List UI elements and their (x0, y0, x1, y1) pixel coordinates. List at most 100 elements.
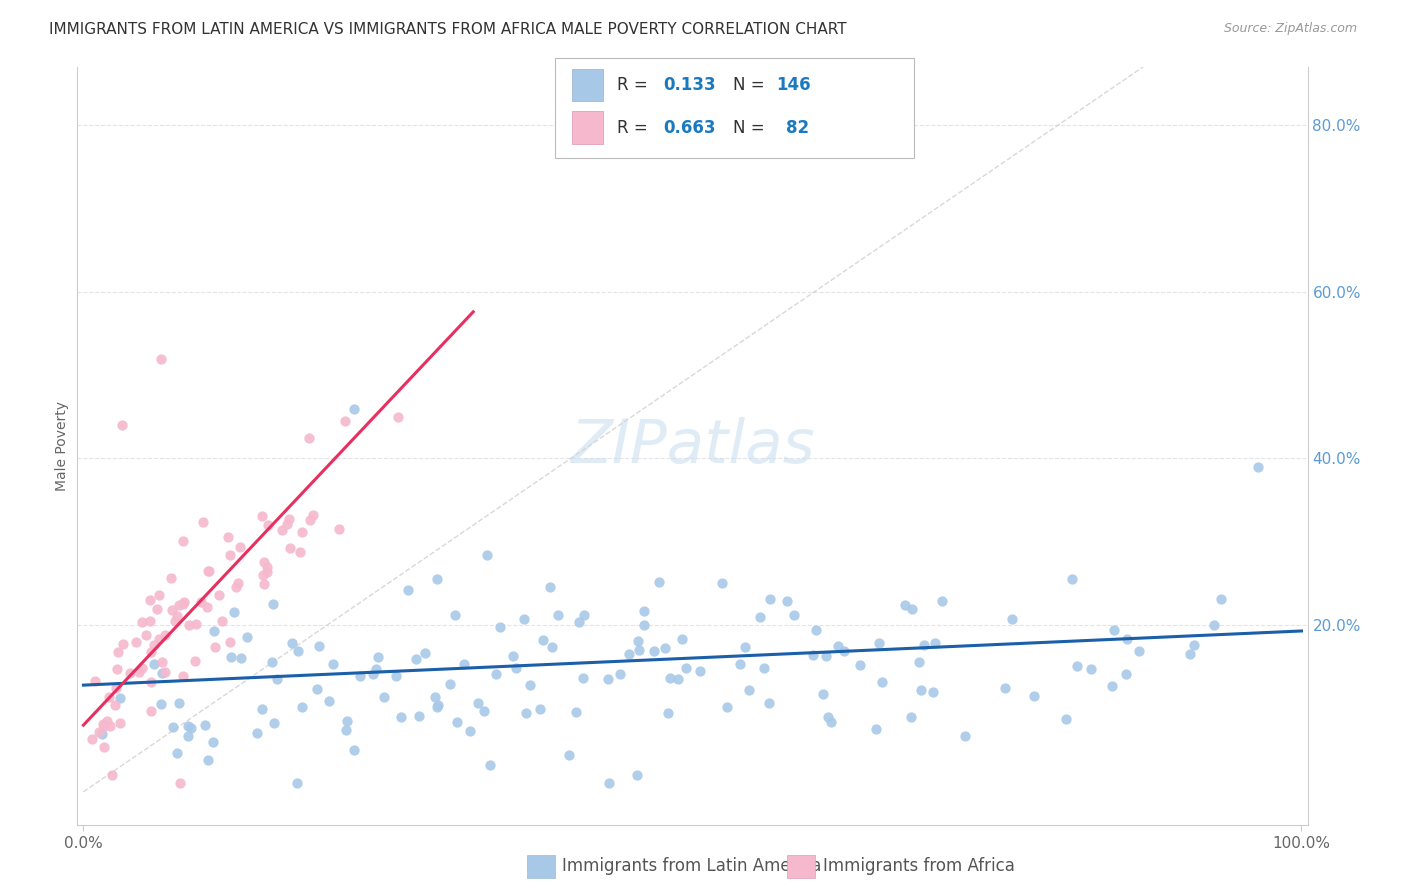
Point (139, 614, 162, 628)
Text: 82: 82 (786, 119, 808, 136)
Point (139, 675, 162, 690)
Point (900, 710, 922, 724)
Point (322, 657, 344, 671)
Point (1054, 712, 1077, 726)
Point (162, 603, 184, 617)
Point (166, 746, 188, 760)
Point (252, 509, 274, 524)
Point (298, 431, 321, 445)
Point (472, 704, 495, 718)
Point (1102, 623, 1125, 637)
Point (1115, 666, 1137, 681)
Point (211, 614, 233, 628)
Point (396, 582, 419, 597)
Point (153, 665, 176, 680)
Point (91, 727, 114, 741)
Point (180, 721, 202, 735)
Point (305, 682, 328, 697)
Point (547, 607, 569, 622)
Text: R =: R = (617, 76, 654, 94)
Point (131, 615, 153, 630)
Point (105, 681, 128, 696)
Point (749, 610, 772, 624)
Point (302, 508, 325, 522)
Text: Source: ZipAtlas.com: Source: ZipAtlas.com (1223, 22, 1357, 36)
Point (617, 647, 640, 661)
Point (1116, 632, 1139, 646)
Point (912, 638, 935, 652)
Point (666, 673, 689, 687)
Point (278, 512, 301, 526)
Point (177, 618, 200, 632)
Point (1001, 612, 1024, 626)
Point (335, 723, 357, 737)
Point (572, 671, 595, 685)
Point (538, 580, 561, 594)
Point (1022, 690, 1045, 704)
Point (197, 564, 219, 578)
Point (531, 632, 554, 647)
Text: 146: 146 (776, 76, 811, 94)
Point (659, 671, 682, 685)
Point (512, 612, 534, 626)
Point (266, 672, 288, 686)
Point (139, 593, 162, 607)
Point (869, 636, 891, 650)
Text: N =: N = (733, 76, 769, 94)
Point (328, 522, 350, 536)
Point (186, 617, 208, 632)
Point (229, 541, 252, 555)
Point (654, 641, 676, 656)
Point (225, 581, 247, 595)
Point (336, 714, 359, 728)
Point (219, 635, 242, 649)
Point (308, 639, 330, 653)
Point (276, 516, 298, 531)
Point (485, 667, 508, 681)
Point (865, 722, 887, 736)
Point (208, 588, 231, 602)
Point (318, 694, 340, 708)
Point (366, 662, 388, 676)
Point (752, 661, 775, 675)
Point (811, 687, 834, 701)
Point (922, 685, 945, 699)
Point (734, 640, 756, 654)
Point (163, 615, 186, 629)
Point (1209, 592, 1232, 607)
Point (252, 568, 274, 582)
Point (262, 598, 284, 612)
Point (291, 524, 314, 539)
Point (184, 654, 207, 668)
Point (1202, 618, 1225, 632)
Point (572, 608, 595, 623)
Point (287, 643, 309, 657)
Point (87, 724, 110, 739)
Point (1182, 638, 1205, 652)
Point (804, 623, 827, 637)
Point (104, 698, 127, 712)
Point (529, 702, 551, 716)
Point (100, 768, 122, 782)
Point (924, 636, 946, 650)
Point (150, 665, 173, 680)
Point (413, 646, 436, 660)
Point (93, 719, 115, 733)
Point (758, 696, 780, 710)
Point (1062, 572, 1084, 586)
Point (142, 638, 165, 652)
Point (515, 706, 537, 720)
Point (626, 768, 648, 782)
Point (260, 655, 283, 669)
Point (108, 716, 131, 731)
Text: IMMIGRANTS FROM LATIN AMERICA VS IMMIGRANTS FROM AFRICA MALE POVERTY CORRELATION: IMMIGRANTS FROM LATIN AMERICA VS IMMIGRA… (49, 22, 846, 37)
Point (628, 643, 651, 657)
Point (257, 517, 280, 532)
Point (453, 657, 475, 672)
Point (173, 595, 195, 609)
Point (908, 655, 931, 669)
Point (135, 628, 157, 642)
Point (166, 609, 188, 624)
Point (675, 661, 697, 675)
Point (894, 598, 917, 612)
